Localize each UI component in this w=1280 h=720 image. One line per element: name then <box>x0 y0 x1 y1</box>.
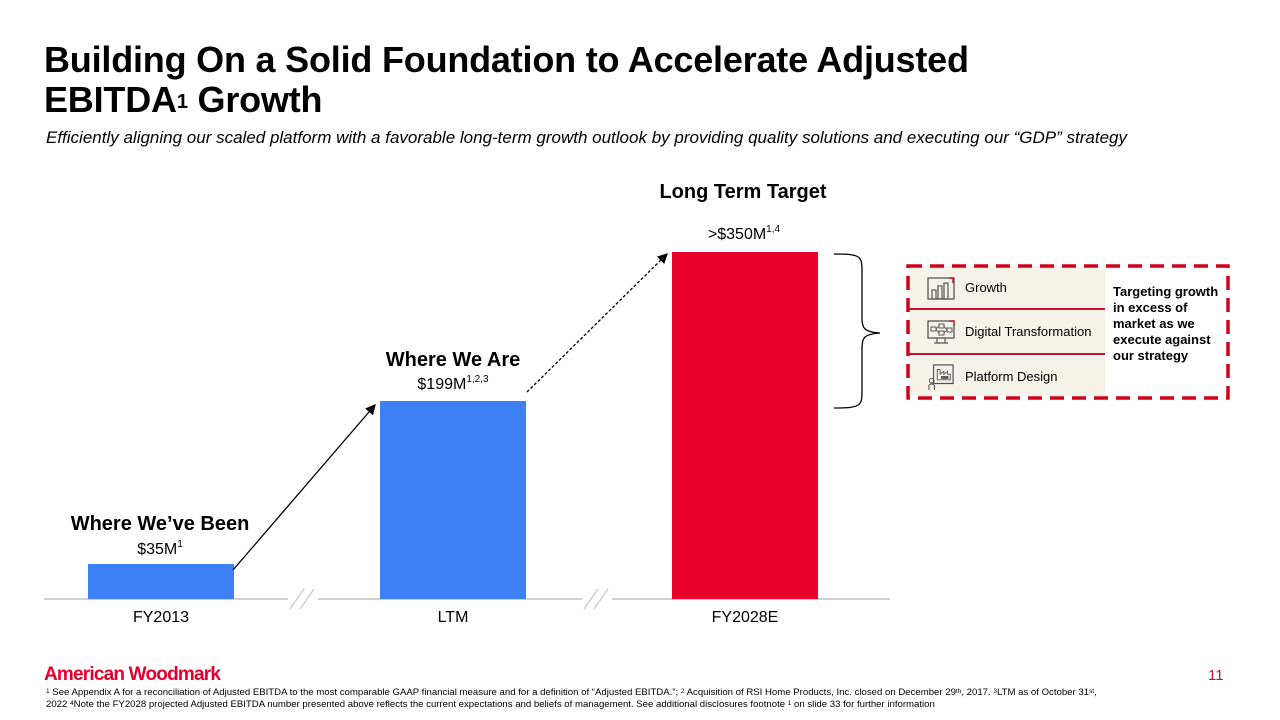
footnote-line-2: 2022 4Note the FY2028 projected Adjusted… <box>46 699 935 710</box>
value-label-fy2013: $35M1 <box>137 539 183 558</box>
target-description: Targeting growth in excess of market as … <box>1113 284 1219 363</box>
american-woodmark-logo: American Woodmark <box>44 664 221 685</box>
pillar-digital-transformation: Digital Transformation <box>909 310 1105 353</box>
page-title: Building On a Solid Foundation to Accele… <box>44 40 969 120</box>
footnote-ref: 1 <box>176 91 188 113</box>
dashed-border <box>906 264 1230 400</box>
value-label-ltm: $199M1,2,3 <box>417 374 489 393</box>
category-label-fy2028e: FY2028E <box>711 609 779 626</box>
solid-arrow <box>232 404 376 571</box>
pillar-divider <box>909 308 1105 310</box>
title-line-2: EBITDA1 Growth <box>44 79 323 120</box>
x-axis-baseline <box>44 598 890 600</box>
section-label-where-weve-been: Where We’ve Been <box>70 513 250 535</box>
bar-fy2013 <box>88 564 234 599</box>
section-label-where-we-are: Where We Are <box>385 349 521 371</box>
axis-break-gap <box>288 596 318 602</box>
axis-break-gap <box>582 596 612 602</box>
brace <box>833 253 881 409</box>
pillar-growth: Growth <box>909 266 1105 309</box>
monitor-flowchart-icon <box>927 319 955 344</box>
bar-chart-growth-icon <box>927 276 955 300</box>
footnote-line-1: 1 See Appendix A for a reconciliation of… <box>46 687 1097 698</box>
pillar-divider <box>909 353 1105 355</box>
factory-person-icon <box>928 363 954 390</box>
value-label-fy2028e: >$350M1,4 <box>707 224 781 243</box>
page-number: 11 <box>1208 667 1224 684</box>
category-label-fy2013: FY2013 <box>132 609 190 626</box>
axis-break-marks <box>289 588 609 610</box>
bar-fy2028e <box>672 252 818 599</box>
footnotes: 1 See Appendix A for a reconciliation of… <box>46 687 1246 711</box>
pillar-label: Digital Transformation <box>965 324 1092 339</box>
pillar-label: Platform Design <box>965 369 1058 384</box>
section-label-long-term-target: Long Term Target <box>659 181 827 203</box>
page-subtitle: Efficiently aligning our scaled platform… <box>46 128 1127 147</box>
category-label-ltm: LTM <box>437 609 469 626</box>
pillar-label: Growth <box>965 280 1007 295</box>
pillar-platform-design: Platform Design <box>909 355 1105 398</box>
dashed-arrow <box>526 253 668 393</box>
bar-ltm <box>380 401 526 599</box>
title-line-1: Building On a Solid Foundation to Accele… <box>44 39 969 80</box>
